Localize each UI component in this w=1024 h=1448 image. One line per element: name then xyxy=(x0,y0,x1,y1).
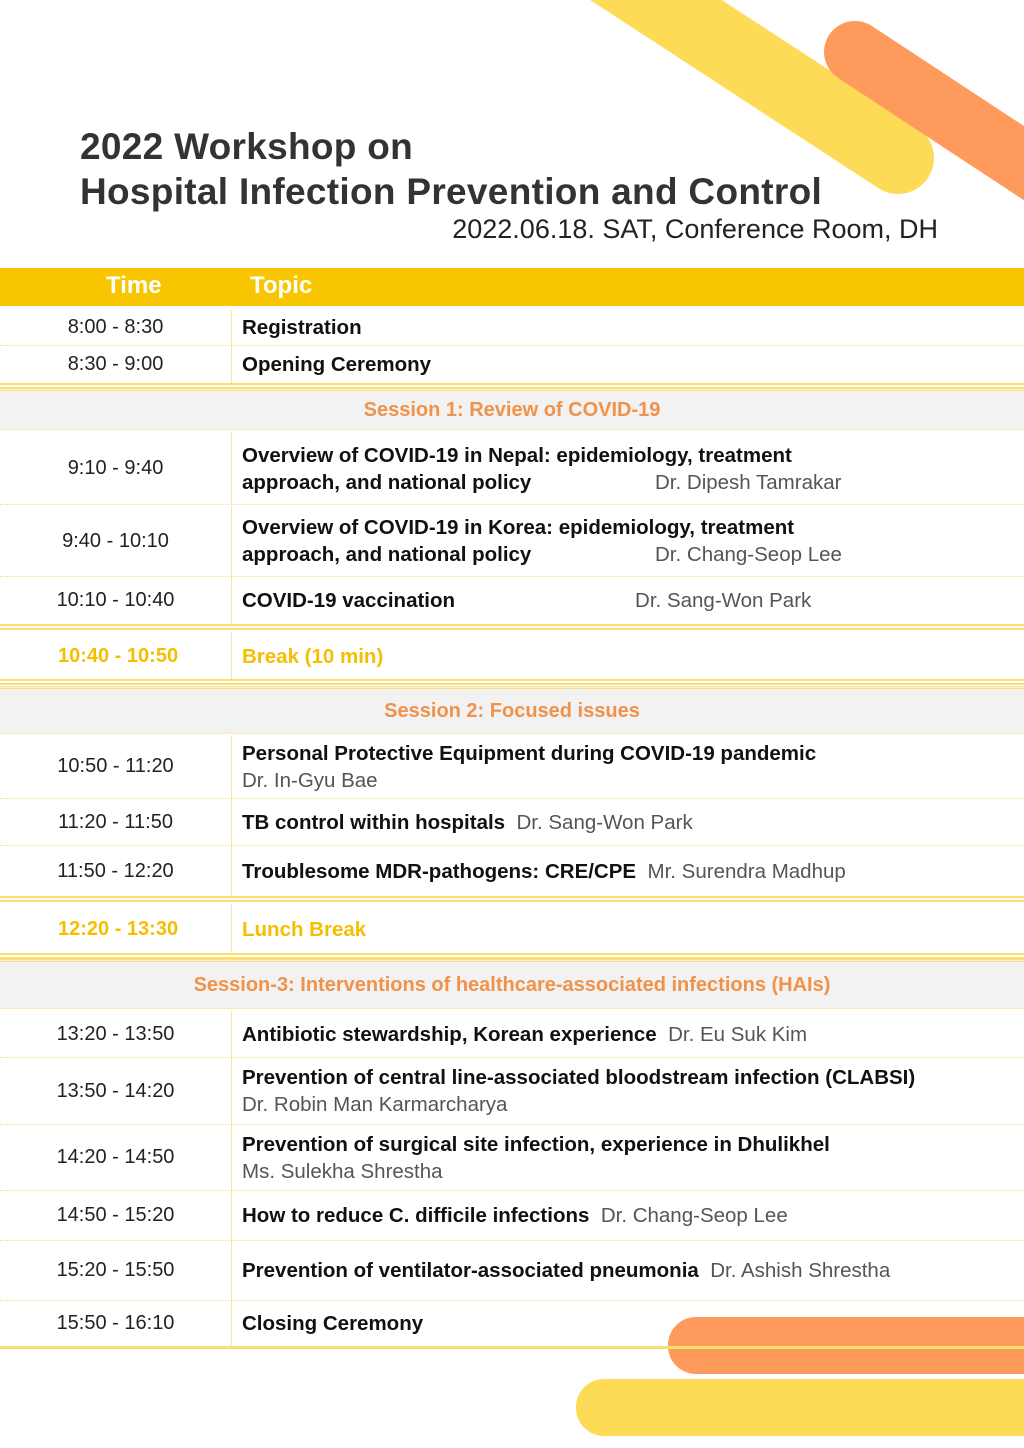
topic-cell: Break (10 min) xyxy=(242,632,1014,680)
session-heading: Session 1: Review of COVID-19 xyxy=(0,388,1024,430)
topic-title: Closing Ceremony xyxy=(242,1312,424,1335)
topic-title: COVID-19 vaccination xyxy=(242,589,456,612)
speaker: Dr. In-Gyu Bae xyxy=(242,768,378,792)
topic-title: Prevention of ventilator-associated pneu… xyxy=(242,1259,699,1282)
time-cell: 8:00 - 8:30 xyxy=(0,310,232,345)
topic-cell: Registration xyxy=(242,310,1014,345)
topic-cell: Antibiotic stewardship, Korean experienc… xyxy=(242,1011,1014,1057)
divider xyxy=(0,1346,1024,1349)
topic-title: How to reduce C. difficile infections xyxy=(242,1204,590,1227)
session-heading: Session 2: Focused issues xyxy=(0,686,1024,734)
time-cell: 8:30 - 9:00 xyxy=(0,346,232,383)
page-title-line1: 2022 Workshop on xyxy=(80,126,414,167)
time-cell: 11:50 - 12:20 xyxy=(0,846,232,896)
time-cell: 14:20 - 14:50 xyxy=(0,1125,232,1190)
topic-cell: Prevention of ventilator-associated pneu… xyxy=(242,1241,1014,1300)
topic-title: Prevention of surgical site infection, e… xyxy=(242,1132,830,1156)
divider xyxy=(0,679,1024,685)
table-header: Time Topic xyxy=(0,268,1024,306)
topic-cell: Lunch Break xyxy=(242,904,1014,954)
time-cell: 15:20 - 15:50 xyxy=(0,1241,232,1300)
break-row: 10:40 - 10:50 Break (10 min) xyxy=(0,632,1024,681)
topic-cell: Overview of COVID-19 in Korea: epidemiol… xyxy=(242,506,1014,576)
session-heading: Session-3: Interventions of healthcare-a… xyxy=(0,959,1024,1009)
topic-cell: Personal Protective Equipment during COV… xyxy=(242,735,1014,798)
time-cell: 9:40 - 10:10 xyxy=(0,506,232,576)
speaker: Dr. Chang-Seop Lee xyxy=(655,543,842,566)
table-row: 9:10 - 9:40 Overview of COVID-19 in Nepal… xyxy=(0,433,1024,505)
time-cell: 10:10 - 10:40 xyxy=(0,577,232,624)
divider xyxy=(0,953,1024,959)
time-cell: 10:50 - 11:20 xyxy=(0,735,232,798)
topic-title: Troublesome MDR-pathogens: CRE/CPE xyxy=(242,859,637,883)
speaker: Ms. Sulekha Shrestha xyxy=(242,1159,443,1183)
speaker: Dr. Sang-Won Park xyxy=(516,810,693,834)
table-row: 10:50 - 11:20 Personal Protective Equipme… xyxy=(0,735,1024,799)
table-row: 8:30 - 9:00 Opening Ceremony xyxy=(0,346,1024,384)
time-cell: 12:20 - 13:30 xyxy=(0,904,232,954)
time-cell: 15:50 - 16:10 xyxy=(0,1301,232,1346)
topic-cell: COVID-19 vaccination Dr. Sang-Won Park xyxy=(242,577,1014,624)
header-topic: Topic xyxy=(250,272,313,299)
time-cell: 13:50 - 14:20 xyxy=(0,1058,232,1124)
topic-cell: Closing Ceremony xyxy=(242,1301,1014,1346)
topic-title: TB control within hospitals xyxy=(242,810,506,834)
topic-cell: Overview of COVID-19 in Nepal: epidemiol… xyxy=(242,433,1014,504)
time-cell: 9:10 - 9:40 xyxy=(0,433,232,504)
table-row: 11:50 - 12:20 Troublesome MDR-pathogens: … xyxy=(0,846,1024,897)
speaker: Dr. Ashish Shrestha xyxy=(710,1259,891,1282)
table-row: 15:50 - 16:10 Closing Ceremony xyxy=(0,1301,1024,1347)
time-cell: 11:20 - 11:50 xyxy=(0,799,232,845)
speaker: Dr. Eu Suk Kim xyxy=(668,1022,808,1046)
break-row: 12:20 - 13:30 Lunch Break xyxy=(0,904,1024,955)
topic-title: Prevention of central line-associated bl… xyxy=(242,1066,916,1089)
date-venue: 2022.06.18. SAT, Conference Room, DH xyxy=(452,214,938,244)
topic-title: Overview of COVID-19 in Korea: epidemiol… xyxy=(242,516,795,539)
table-row: 15:20 - 15:50 Prevention of ventilator-as… xyxy=(0,1241,1024,1301)
topic-title: Personal Protective Equipment during COV… xyxy=(242,741,817,765)
page-title-line2: Hospital Infection Prevention and Contro… xyxy=(80,171,823,212)
time-cell: 13:20 - 13:50 xyxy=(0,1011,232,1057)
table-row: 13:50 - 14:20 Prevention of central line-… xyxy=(0,1058,1024,1125)
divider xyxy=(0,896,1024,902)
table-row: 10:10 - 10:40 COVID-19 vaccination Dr. San… xyxy=(0,577,1024,625)
topic-cell: Troublesome MDR-pathogens: CRE/CPE Mr. S… xyxy=(242,846,1014,896)
table-row: 11:20 - 11:50 TB control within hospitals… xyxy=(0,799,1024,846)
topic-cell: Prevention of central line-associated bl… xyxy=(242,1058,1014,1124)
time-cell: 14:50 - 15:20 xyxy=(0,1191,232,1240)
speaker: Dr. Sang-Won Park xyxy=(635,589,812,612)
topic-title: Antibiotic stewardship, Korean experienc… xyxy=(242,1022,657,1046)
topic-cell: Prevention of surgical site infection, e… xyxy=(242,1125,1014,1190)
table-row: 14:50 - 15:20 How to reduce C. difficile … xyxy=(0,1191,1024,1241)
table-row: 13:20 - 13:50 Antibiotic stewardship, Kor… xyxy=(0,1011,1024,1058)
topic-title-cont: approach, and national policy xyxy=(242,470,532,494)
speaker: Mr. Surendra Madhup xyxy=(647,859,846,883)
topic-title-cont: approach, and national policy xyxy=(242,543,532,566)
header-time: Time xyxy=(106,272,162,299)
speaker: Dr. Robin Man Karmarcharya xyxy=(242,1093,508,1116)
divider xyxy=(0,624,1024,630)
topic-cell: Opening Ceremony xyxy=(242,346,1014,383)
speaker: Dr. Chang-Seop Lee xyxy=(600,1204,788,1227)
time-cell: 10:40 - 10:50 xyxy=(0,632,232,680)
divider xyxy=(0,383,1024,389)
speaker: Dr. Dipesh Tamrakar xyxy=(655,470,842,494)
topic-title: Opening Ceremony xyxy=(242,353,432,376)
topic-title: Overview of COVID-19 in Nepal: epidemiol… xyxy=(242,443,792,467)
table-row: 14:20 - 14:50 Prevention of surgical site… xyxy=(0,1125,1024,1191)
table-row: 8:00 - 8:30 Registration xyxy=(0,310,1024,346)
topic-title: Break (10 min) xyxy=(242,644,384,668)
topic-title: Registration xyxy=(242,316,362,339)
topic-cell: TB control within hospitals Dr. Sang-Won… xyxy=(242,799,1014,845)
topic-cell: How to reduce C. difficile infections Dr… xyxy=(242,1191,1014,1240)
topic-title: Lunch Break xyxy=(242,917,367,941)
table-row: 9:40 - 10:10 Overview of COVID-19 in Kore… xyxy=(0,506,1024,577)
